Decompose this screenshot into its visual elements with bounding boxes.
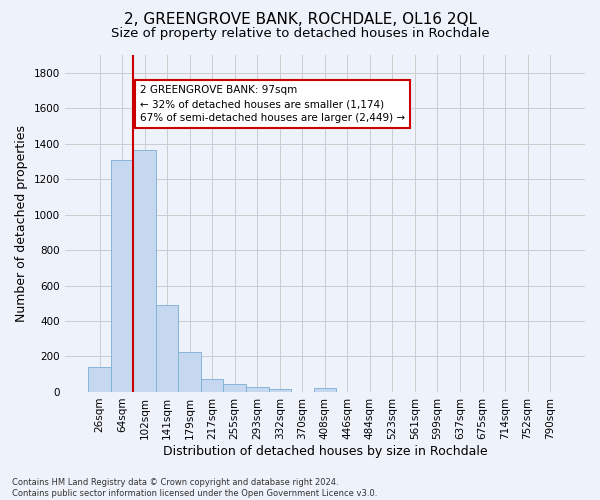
Bar: [314, 388, 336, 392]
Bar: [88, 367, 111, 392]
Bar: [133, 150, 156, 392]
Text: Contains HM Land Registry data © Crown copyright and database right 2024.
Contai: Contains HM Land Registry data © Crown c…: [12, 478, 377, 498]
Text: 2 GREENGROVE BANK: 97sqm
← 32% of detached houses are smaller (1,174)
67% of sem: 2 GREENGROVE BANK: 97sqm ← 32% of detach…: [140, 85, 405, 123]
Text: Size of property relative to detached houses in Rochdale: Size of property relative to detached ho…: [110, 28, 490, 40]
Y-axis label: Number of detached properties: Number of detached properties: [15, 125, 28, 322]
Bar: [178, 352, 201, 392]
Bar: [269, 390, 291, 392]
Bar: [223, 384, 246, 392]
Bar: [246, 387, 269, 392]
Bar: [111, 160, 133, 392]
X-axis label: Distribution of detached houses by size in Rochdale: Distribution of detached houses by size …: [163, 444, 487, 458]
Text: 2, GREENGROVE BANK, ROCHDALE, OL16 2QL: 2, GREENGROVE BANK, ROCHDALE, OL16 2QL: [124, 12, 476, 28]
Bar: [201, 378, 223, 392]
Bar: [156, 305, 178, 392]
